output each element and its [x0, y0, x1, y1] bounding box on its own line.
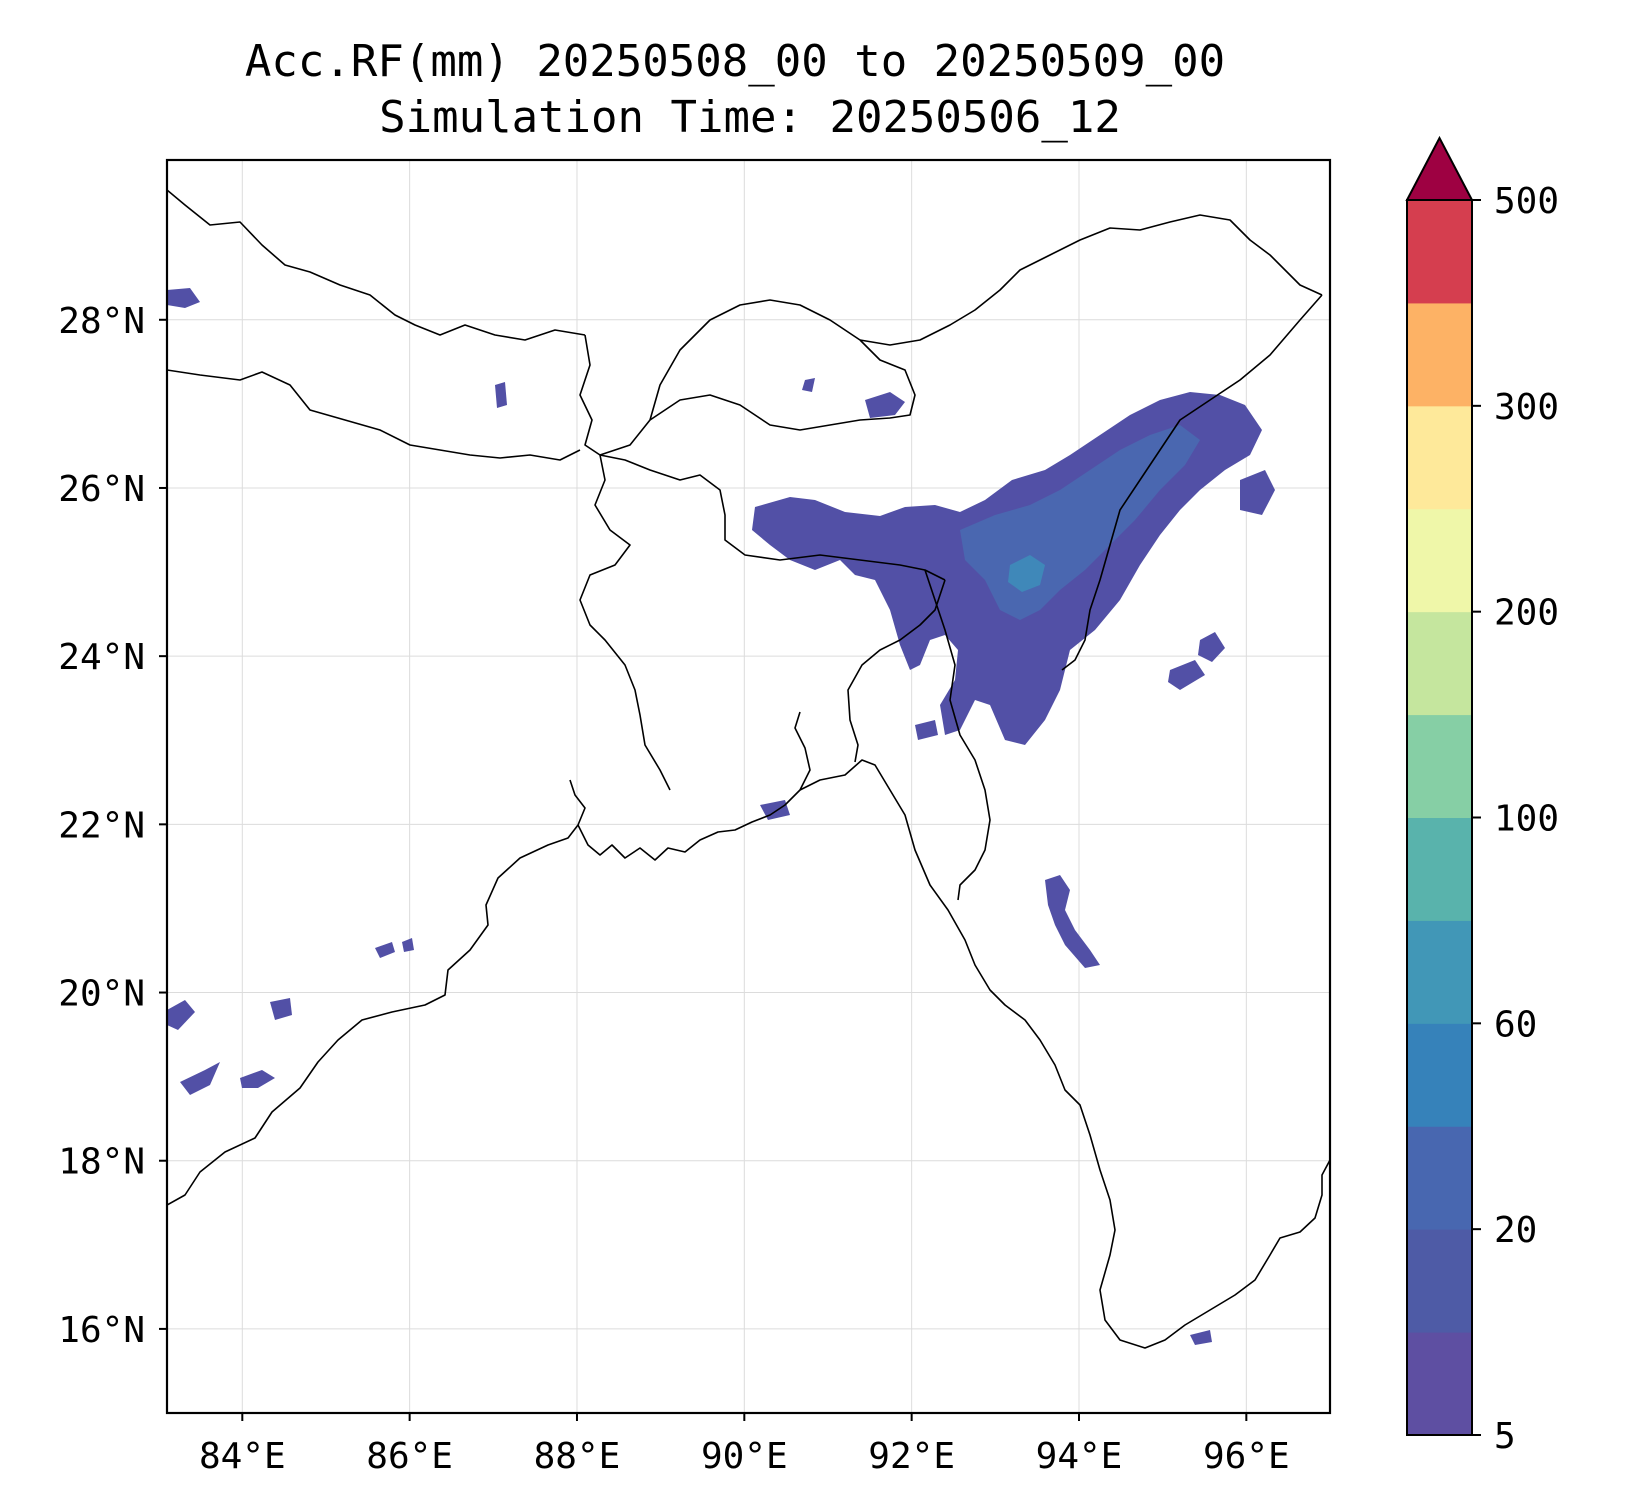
border-bhutan-north — [649, 299, 861, 421]
rain-patch-odisha-4 — [167, 1000, 195, 1030]
colorbar-bin — [1407, 200, 1472, 304]
colorbar-tick-label: 100 — [1494, 799, 1559, 840]
lat-tick-label: 16°N — [58, 1310, 145, 1351]
map-gridlines — [167, 160, 1330, 1413]
border-bangladesh-north — [599, 454, 946, 581]
border-sikkim-bhutan — [579, 334, 916, 456]
latitude-axis: 16°N 18°N 20°N 22°N 24°N 26°N 28°N — [58, 301, 167, 1351]
map-frame — [165, 158, 1332, 1415]
colorbar-bin — [1407, 1023, 1472, 1127]
colorbar: 5 20 60 100 200 300 500 — [1405, 135, 1559, 1457]
colorbar-bin — [1407, 920, 1472, 1024]
lat-tick-label: 20°N — [58, 974, 145, 1015]
rain-patch-tripura — [915, 720, 938, 740]
lat-tick-label: 28°N — [58, 301, 145, 342]
rain-patch-bay-1 — [375, 942, 395, 958]
colorbar-extend-max — [1405, 135, 1474, 201]
lon-tick-label: 94°E — [1036, 1436, 1123, 1477]
rain-patch-odisha-1 — [270, 998, 292, 1020]
rain-patch-west-1 — [167, 288, 200, 308]
longitude-axis: 84°E 86°E 88°E 90°E 92°E 94°E 96°E — [199, 1413, 1290, 1477]
rain-patch-east-2 — [1198, 632, 1225, 662]
border-bangladesh-west — [579, 454, 671, 791]
rain-patch-coast-bd — [760, 800, 790, 820]
colorbar-tick-label: 200 — [1494, 593, 1559, 634]
lat-tick-label: 24°N — [58, 637, 145, 678]
border-bangladesh-east — [847, 579, 946, 763]
lon-tick-label: 90°E — [701, 1436, 788, 1477]
colorbar-bin — [1407, 1229, 1472, 1333]
rain-patch-odisha-2 — [180, 1062, 220, 1095]
colorbar-bin — [1407, 302, 1472, 407]
colorbar-tick-label: 20 — [1494, 1210, 1537, 1251]
border-arunachal-china — [859, 214, 1323, 346]
colorbar-tick-label: 60 — [1494, 1004, 1537, 1045]
colorbar-bin — [1407, 611, 1472, 716]
lon-tick-label: 92°E — [868, 1436, 955, 1477]
coastline-india-east — [167, 779, 586, 1206]
lat-tick-label: 22°N — [58, 805, 145, 846]
figure-title: Acc.RF(mm) 20250508_00 to 20250509_00 — [245, 36, 1225, 87]
rain-patch-andaman — [1190, 1330, 1212, 1345]
colorbar-tick-label: 300 — [1494, 387, 1559, 428]
lat-tick-label: 26°N — [58, 469, 145, 510]
rain-patch-bay-2 — [402, 938, 414, 952]
lon-tick-label: 96°E — [1203, 1436, 1290, 1477]
rain-patch-core-heavy — [1008, 555, 1045, 592]
lat-tick-label: 18°N — [58, 1142, 145, 1183]
colorbar-tick-label: 500 — [1494, 181, 1559, 222]
colorbar-bin — [1407, 405, 1472, 510]
border-india-myanmar — [924, 569, 991, 901]
rainfall-patches — [167, 288, 1275, 1345]
rain-patch-myanmar-west — [1045, 875, 1100, 968]
rain-patch-east-1 — [1240, 470, 1275, 515]
rain-patch-odisha-3 — [240, 1070, 275, 1088]
coastlines-borders — [167, 189, 1330, 1349]
lon-tick-label: 88°E — [534, 1436, 621, 1477]
map-area — [167, 189, 1330, 1349]
lon-tick-label: 84°E — [199, 1436, 286, 1477]
rain-patch-nepal-1 — [495, 382, 507, 408]
rain-patch-east-3 — [1168, 660, 1205, 690]
coastline-bangladesh-myanmar — [799, 759, 1330, 1349]
colorbar-bin — [1407, 714, 1472, 818]
colorbar-bin — [1407, 817, 1472, 921]
coastline-sundarbans — [577, 711, 811, 861]
colorbar-bin — [1407, 1332, 1472, 1436]
border-myanmar-north — [1061, 294, 1323, 671]
rain-patch-bhutan — [802, 378, 815, 392]
colorbar-bin — [1407, 508, 1472, 613]
border-nepal — [167, 189, 586, 341]
colorbar-bin — [1407, 1126, 1472, 1230]
figure-subtitle: Simulation Time: 20250506_12 — [379, 92, 1121, 143]
rain-patch-assam-1 — [865, 392, 905, 418]
colorbar-tick-label: 5 — [1494, 1416, 1516, 1457]
lon-tick-label: 86°E — [366, 1436, 453, 1477]
border-india-nepal-south — [167, 369, 581, 461]
